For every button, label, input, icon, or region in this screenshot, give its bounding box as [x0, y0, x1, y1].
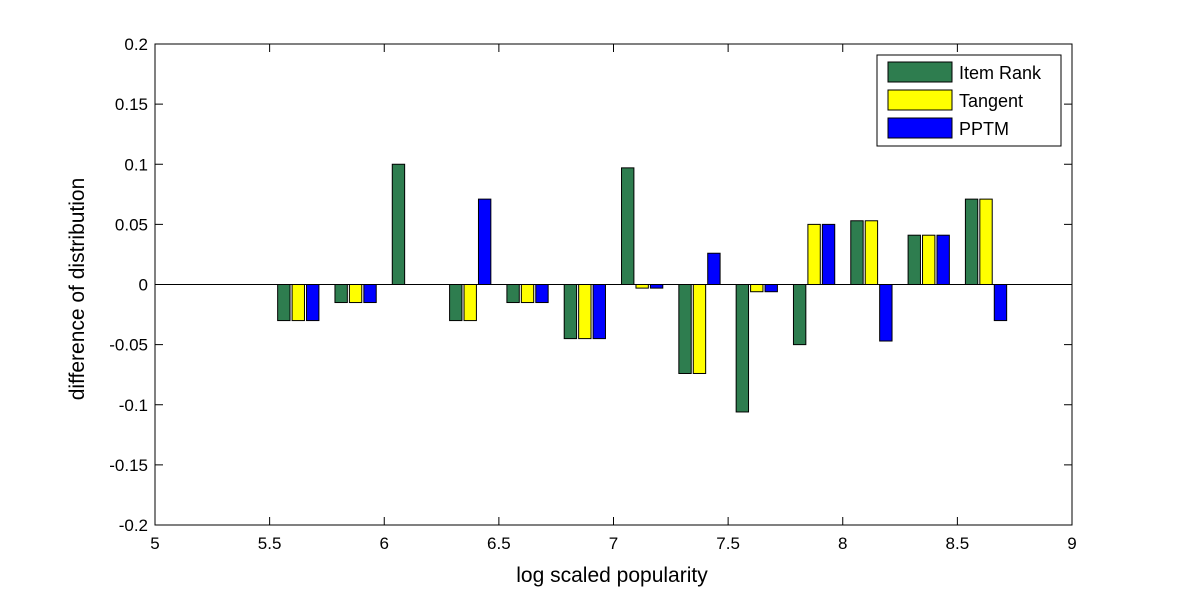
bar-item-rank-1 [334, 284, 348, 304]
bar-tangent-8 [750, 284, 764, 293]
x-axis-title: log scaled popularity [516, 564, 708, 587]
legend: Item Rank Tangent PPTM [876, 54, 1062, 147]
y-tick-label: 0 [139, 276, 148, 295]
bar-tangent-11 [922, 234, 936, 285]
bar-item-rank-3 [449, 284, 463, 322]
y-tick-label: -0.2 [119, 516, 148, 535]
legend-swatch [887, 89, 953, 111]
bar-item-rank-4 [506, 284, 520, 304]
bar-pptm-9 [821, 223, 836, 286]
y-tick-label: -0.1 [119, 396, 148, 415]
bar-item-rank-9 [792, 284, 807, 346]
legend-label: Item Rank [959, 63, 1042, 83]
x-tick-label: 5.5 [258, 534, 282, 553]
bar-item-rank-5 [563, 284, 578, 340]
bar-tangent-12 [979, 198, 993, 285]
x-tick-label: 6.5 [487, 534, 511, 553]
x-tick-label: 5 [150, 534, 159, 553]
bar-tangent-0 [291, 284, 305, 322]
bars-layer [277, 163, 1008, 413]
bar-pptm-1 [363, 284, 377, 304]
bar-item-rank-7 [678, 284, 692, 374]
y-tick-label: 0.05 [115, 215, 148, 234]
bar-pptm-0 [306, 284, 320, 322]
bar-item-rank-10 [850, 220, 864, 286]
bar-tangent-1 [348, 284, 363, 304]
y-axis-title: difference of distribution [66, 178, 89, 401]
bar-tangent-9 [807, 223, 821, 286]
bar-tangent-3 [463, 284, 477, 322]
x-tick-label: 7.5 [716, 534, 740, 553]
x-ticks: 5 5.5 6 6.5 7 7.5 8 8.5 9 [150, 44, 1077, 553]
legend-swatch [887, 117, 953, 139]
bar-item-rank-8 [735, 284, 750, 413]
bar-pptm-8 [764, 284, 778, 293]
bar-pptm-11 [936, 234, 950, 285]
bar-pptm-4 [535, 284, 549, 304]
x-tick-label: 9 [1067, 534, 1076, 553]
legend-items: Item Rank Tangent PPTM [887, 61, 1042, 139]
x-tick-label: 8 [838, 534, 847, 553]
bar-tangent-4 [520, 284, 535, 304]
y-ticks: -0.2 -0.15 -0.1 -0.05 0 0.05 0.1 0.15 0.2 [109, 35, 1072, 535]
bar-item-rank-11 [907, 234, 921, 285]
y-tick-label: -0.15 [109, 456, 148, 475]
bar-pptm-7 [707, 252, 721, 286]
bar-pptm-12 [993, 284, 1008, 322]
x-tick-label: 6 [380, 534, 389, 553]
bar-item-rank-12 [964, 198, 979, 285]
bar-tangent-10 [864, 220, 879, 286]
x-tick-label: 8.5 [946, 534, 970, 553]
y-tick-label: 0.1 [124, 155, 148, 174]
y-tick-label: -0.05 [109, 336, 148, 355]
bar-item-rank-6 [621, 167, 635, 285]
bar-pptm-6 [649, 284, 664, 289]
bar-pptm-5 [592, 284, 606, 340]
bar-item-rank-0 [277, 284, 291, 322]
bar-pptm-10 [879, 284, 893, 342]
bar-tangent-7 [692, 284, 707, 374]
bar-item-rank-2 [391, 163, 406, 285]
legend-label: Tangent [959, 91, 1023, 111]
bar-tangent-5 [578, 284, 592, 340]
legend-swatch [887, 61, 953, 83]
bar-tangent-6 [635, 284, 649, 289]
bar-pptm-3 [477, 198, 492, 285]
y-tick-label: 0.2 [124, 35, 148, 54]
y-tick-label: 0.15 [115, 95, 148, 114]
legend-label: PPTM [959, 119, 1009, 139]
x-tick-label: 7 [609, 534, 618, 553]
